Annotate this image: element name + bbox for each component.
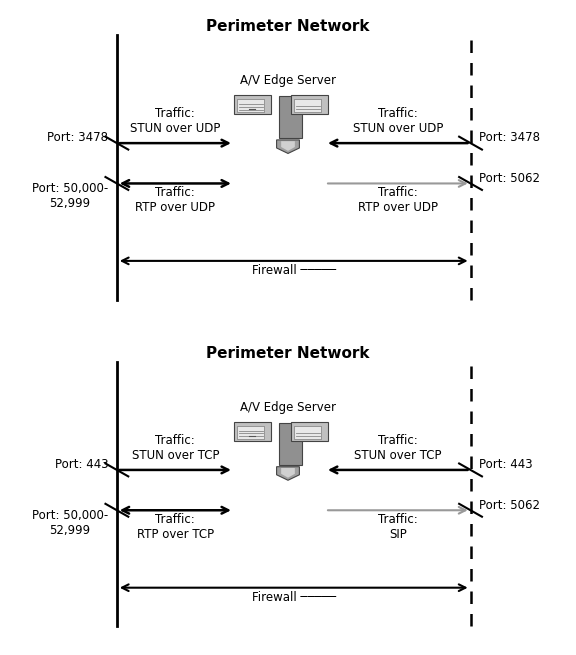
- Text: Perimeter Network: Perimeter Network: [206, 346, 370, 361]
- Polygon shape: [281, 468, 295, 477]
- Text: Traffic:
STUN over UDP: Traffic: STUN over UDP: [130, 107, 221, 135]
- Text: Port: 5062: Port: 5062: [479, 172, 540, 185]
- FancyBboxPatch shape: [237, 100, 264, 112]
- Text: Port: 50,000-
52,999: Port: 50,000- 52,999: [32, 182, 108, 210]
- FancyBboxPatch shape: [237, 426, 264, 439]
- Text: Port: 50,000-
52,999: Port: 50,000- 52,999: [32, 509, 108, 536]
- Text: Port: 443: Port: 443: [55, 458, 108, 471]
- Text: Traffic:
RTP over UDP: Traffic: RTP over UDP: [358, 186, 438, 214]
- Text: A/V Edge Server: A/V Edge Server: [240, 401, 336, 413]
- Text: A/V Edge Server: A/V Edge Server: [240, 74, 336, 86]
- Polygon shape: [281, 141, 295, 151]
- Text: Port: 443: Port: 443: [479, 458, 533, 471]
- Polygon shape: [276, 140, 300, 153]
- Text: Traffic:
STUN over TCP: Traffic: STUN over TCP: [354, 434, 442, 462]
- Text: Perimeter Network: Perimeter Network: [206, 19, 370, 34]
- FancyBboxPatch shape: [291, 422, 328, 441]
- Text: Firewall ─────: Firewall ─────: [252, 264, 336, 277]
- Text: Port: 3478: Port: 3478: [479, 131, 540, 144]
- FancyBboxPatch shape: [234, 95, 271, 114]
- FancyBboxPatch shape: [279, 423, 302, 465]
- Text: Traffic:
RTP over UDP: Traffic: RTP over UDP: [135, 186, 215, 214]
- Text: Port: 5062: Port: 5062: [479, 499, 540, 512]
- FancyBboxPatch shape: [279, 96, 302, 138]
- Text: Traffic:
STUN over TCP: Traffic: STUN over TCP: [131, 434, 219, 462]
- Polygon shape: [276, 467, 300, 480]
- Text: Traffic:
SIP: Traffic: SIP: [378, 513, 418, 541]
- Text: Port: 3478: Port: 3478: [47, 131, 108, 144]
- FancyBboxPatch shape: [294, 100, 321, 112]
- FancyBboxPatch shape: [294, 426, 321, 439]
- Text: Traffic:
RTP over TCP: Traffic: RTP over TCP: [137, 513, 214, 541]
- FancyBboxPatch shape: [291, 95, 328, 114]
- Text: Traffic:
STUN over UDP: Traffic: STUN over UDP: [353, 107, 443, 135]
- FancyBboxPatch shape: [234, 422, 271, 441]
- Text: Firewall ─────: Firewall ─────: [252, 591, 336, 604]
